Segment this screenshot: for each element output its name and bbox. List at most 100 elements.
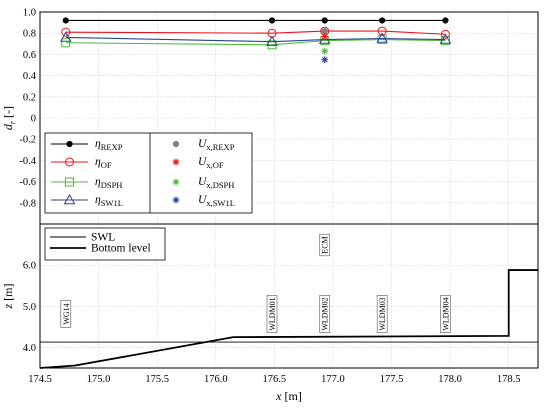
top-y-tick-label: 0.4: [23, 71, 37, 82]
gauge-wldm01-text: WLDM01: [268, 297, 277, 330]
legend-marker-u-x-rexp: [172, 140, 180, 148]
data-point-dsph: [267, 40, 277, 50]
top-y-tick-label: -0.2: [19, 135, 36, 146]
x-tick-label: 175.0: [87, 374, 111, 385]
legend-marker-u-x-dsph: [172, 178, 180, 186]
annotation-ecm-box: [319, 233, 331, 257]
legend-label-rexp: ηREXP: [95, 138, 123, 152]
gauge-wldm03-box: [376, 295, 388, 333]
velocity-point-u-x-sw1l: [321, 56, 329, 64]
velocity-point-u-x-of: [321, 32, 329, 40]
top-y-tick-label: 0.8: [23, 29, 36, 40]
legend-label-u-x-dsph: Ux,DSPH: [198, 176, 234, 190]
legend-marker-u-x-dsph-stroke: [173, 179, 179, 185]
legend-label-u-x-rexp: Ux,REXP: [198, 138, 235, 152]
x-tick-label: 176.0: [204, 374, 228, 385]
annotation-ecm: ECM: [319, 233, 331, 257]
data-point-sw1l: [59, 31, 72, 42]
gauge-wldm02: WLDM02: [319, 295, 331, 333]
top-y-tick-label: 1.0: [23, 8, 36, 19]
top-y-tick-label: 0.6: [23, 50, 36, 61]
x-tick-label: 175.5: [145, 374, 169, 385]
legend-marker-rexp: [66, 140, 73, 148]
x-tick-label: 177.0: [321, 374, 345, 385]
data-point-sw1l: [376, 32, 389, 43]
gauge-labels: WG14 WLDM01 WLDM02 WLDM03 WLDM04 ECM: [60, 233, 451, 333]
gauge-wldm02-text: WLDM02: [321, 297, 330, 330]
series-rexp: [62, 17, 449, 24]
legend-marker-dsph: [65, 177, 74, 187]
velocity-point-u-x-dsph-stroke: [321, 48, 328, 55]
top-y-axis-label: dr [-]: [1, 106, 17, 130]
bottom-y-tick-label: 6.0: [23, 261, 36, 272]
top-velocity: [321, 27, 329, 64]
velocity-point-u-x-of-stroke: [321, 33, 328, 40]
data-point-rexp: [62, 17, 69, 24]
legend-marker-of: [65, 157, 74, 167]
top-y-tick-label: -0.8: [19, 198, 36, 209]
data-point-dsph: [61, 38, 71, 48]
gauge-wldm02-box: [319, 295, 331, 333]
gauge-wldm04-text: WLDM04: [441, 297, 450, 330]
bottom-plot-frame: [39, 223, 539, 369]
legend-label-bottom-level: Bottom level: [91, 243, 151, 255]
gauge-wldm03-text: WLDM03: [378, 297, 387, 330]
velocity-point-u-x-rexp: [321, 27, 328, 35]
x-tick-label: 174.5: [28, 374, 52, 385]
data-point-rexp: [268, 17, 276, 24]
x-tick-label: 178.0: [438, 374, 462, 385]
top-y-tick-label: 0.2: [23, 92, 36, 103]
bottom-y-tick-label: 4.0: [23, 343, 36, 354]
bottom-x-axis-label: x [m]: [275, 389, 302, 403]
legend-label-dsph: ηDSPH: [95, 176, 122, 190]
top-y-tick-label: -0.6: [19, 177, 36, 188]
legend-label-u-x-sw1l: Ux,SW1L: [198, 194, 235, 208]
top-y-tick-labels: -0.8 -0.6 -0.4 -0.2 0 0.2 0.4 0.6 0.8 1.0: [19, 8, 36, 210]
data-point-sw1l: [439, 33, 452, 44]
gauge-wldm04-box: [440, 295, 451, 333]
legend-label-swl: SWL: [91, 232, 115, 244]
bottom-x-tick-labels: 174.5 175.0 175.5 176.0 176.5 177.0 177.5 178.0…: [28, 374, 520, 385]
x-tick-label: 177.5: [380, 374, 404, 385]
data-point-rexp: [379, 17, 386, 24]
series-line-bottom-level: [39, 269, 538, 369]
bottom-y-axis-label: z [m]: [1, 283, 15, 309]
series-line-dsph: [65, 39, 446, 46]
data-point-of: [440, 29, 450, 39]
velocity-point-u-x-dsph: [321, 47, 329, 55]
bottom-series: [39, 269, 538, 369]
legend-marker-sw1l: [63, 193, 76, 205]
gauge-wldm01: WLDM01: [266, 295, 278, 333]
top-y-tick-label: 0: [31, 114, 36, 125]
x-tick-label: 176.5: [263, 374, 287, 385]
legend-label-sw1l: ηSW1L: [95, 194, 123, 208]
data-point-rexp: [442, 17, 449, 24]
series-line-of: [65, 30, 446, 35]
bottom-legend-box: [44, 227, 166, 261]
top-y-tick-label: -0.4: [19, 156, 36, 167]
gauge-wldm03: WLDM03: [376, 295, 388, 333]
legend-marker-u-x-sw1l: [172, 196, 180, 204]
data-point-of: [61, 27, 71, 37]
gauge-wg14-text: WG14: [62, 303, 71, 324]
legend-label-u-x-of: Ux,OF: [198, 156, 224, 170]
gauge-wg14: WG14: [60, 300, 72, 328]
top-legend: ηREXP ηOF ηDSPH ηSW1L Ux,REXP Ux,OF Ux,DSPH Ux,…: [44, 132, 253, 214]
velocity-point-u-x-sw1l-stroke: [321, 56, 328, 63]
bottom-y-tick-labels: 4.0 5.0 6.0: [23, 261, 36, 354]
legend-marker-u-x-of-stroke: [173, 159, 179, 165]
gauge-wldm01-box: [266, 295, 278, 333]
bottom-y-tick-label: 5.0: [23, 302, 36, 313]
gauge-wldm04: WLDM04: [440, 295, 451, 333]
data-point-rexp: [321, 17, 328, 24]
gauge-wg14-box: [60, 300, 72, 328]
annotation-ecm-text: ECM: [321, 236, 330, 253]
legend-marker-u-x-of: [172, 158, 180, 166]
data-point-sw1l: [266, 35, 278, 46]
legend-marker-u-x-sw1l-stroke: [173, 197, 179, 203]
legend-label-of: ηOF: [95, 156, 112, 170]
x-tick-label: 178.5: [497, 374, 521, 385]
data-point-sw1l: [318, 33, 331, 44]
